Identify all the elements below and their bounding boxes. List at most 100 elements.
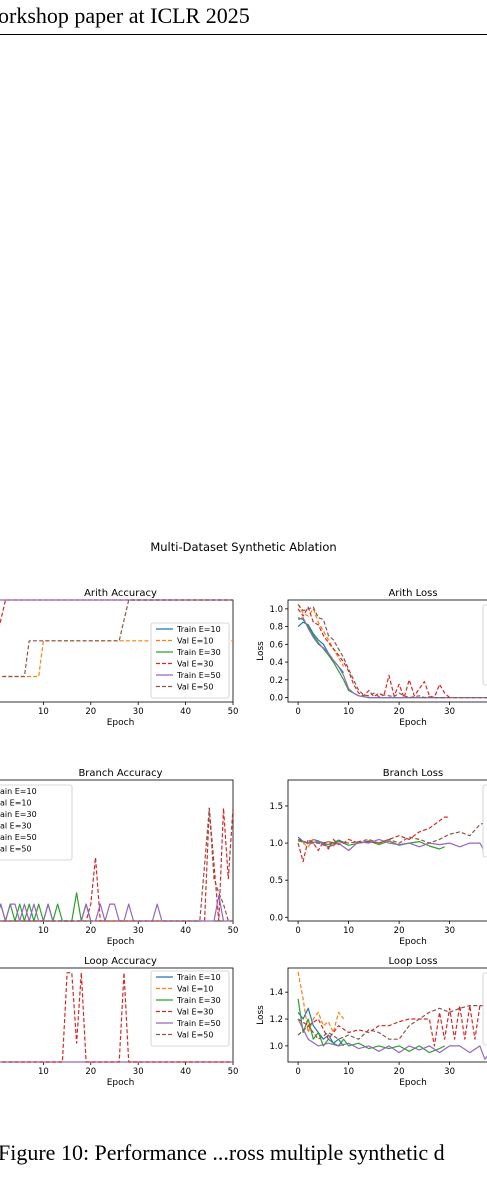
panel-2-legend-label: ain E=50 [0, 833, 37, 842]
figure-suptitle: Multi-Dataset Synthetic Ablation [150, 540, 337, 554]
panel-4-xtick-label: 50 [228, 1067, 239, 1077]
panel-4-legend-label: Val E=30 [177, 1008, 213, 1017]
panel-5-title: Loop Loss [388, 956, 437, 967]
panel-4-legend-box [150, 970, 230, 1047]
panel-5-frame [287, 967, 487, 1063]
panel-0-xlabel: Epoch [107, 718, 135, 728]
panel-2-legend-box [0, 784, 73, 861]
panel-3-ytick-label: 1.5 [269, 802, 283, 812]
panel-1-frame [287, 599, 487, 703]
panel-0-legend-label: Train E=50 [176, 671, 221, 680]
panel-3-xtick-label: 10 [343, 926, 354, 936]
panel-1-xtick-label: 0 [295, 707, 300, 717]
panel-2-legend-label: al E=50 [0, 845, 32, 854]
panel-2-xtick-label: 30 [133, 926, 144, 936]
panel-4-xtick-label: 10 [38, 1067, 49, 1077]
panel-2-title: Branch Accuracy [78, 768, 162, 779]
panel-4-xtick-label: 40 [180, 1067, 191, 1077]
panel-5-legend-box-clipped [482, 972, 487, 1046]
panel-5-xtick-label: 0 [295, 1067, 300, 1077]
panel-5-ytick-label: 1.4 [269, 988, 283, 998]
panel-2-series-val50 [0, 807, 233, 922]
panel-1-series-val10 [297, 604, 345, 667]
panel-3-xtick-label: 30 [444, 926, 455, 936]
panel-3-series-val50 [297, 821, 487, 848]
panel-1-xtick-label: 20 [394, 707, 405, 717]
panel-1-series-val30 [297, 606, 451, 699]
panel-0-legend-label: Val E=50 [177, 683, 213, 692]
panel-0-xtick-label: 30 [133, 707, 144, 717]
panel-5-series-train30 [297, 998, 445, 1054]
panel-2-legend-label: ain E=10 [0, 787, 37, 796]
panel-1-ytick-label: 0.0 [269, 694, 283, 704]
panel-3-xtick-label: 0 [295, 926, 300, 936]
panel-2-series-train30 [0, 892, 92, 922]
panel-3-title: Branch Loss [383, 768, 443, 779]
panel-4-xlabel: Epoch [107, 1078, 135, 1088]
panel-5-series-train50 [297, 1018, 487, 1060]
panel-3-ytick-label: 1.0 [269, 839, 283, 849]
panel-4-legend-label: Train E=50 [176, 1019, 221, 1028]
panel-4-legend-label: Train E=30 [176, 996, 221, 1005]
panel-0-legend-label: Train E=10 [176, 625, 221, 634]
panel-4-series-val30 [0, 972, 233, 1063]
panel-3-xlabel: Epoch [399, 937, 427, 947]
panel-1-ytick-label: 0.6 [269, 640, 283, 650]
panel-0-xtick-label: 50 [228, 707, 239, 717]
panel-5-ylabel: Loss [256, 1005, 266, 1025]
panel-4-legend-label: Val E=50 [177, 1031, 213, 1040]
panel-5-series-val50 [297, 1004, 487, 1040]
panel-0-series-val50 [0, 599, 233, 678]
panel-5-xtick-label: 20 [394, 1067, 405, 1077]
panel-0-legend-label: Val E=30 [177, 660, 213, 669]
panel-0-xtick-label: 10 [38, 707, 49, 717]
panel-1-series-train50 [297, 617, 487, 699]
panel-1-ytick-label: 1.0 [269, 605, 283, 615]
panel-2-legend-label: al E=30 [0, 822, 32, 831]
panel-5-xlabel: Epoch [399, 1078, 427, 1088]
panel-1-ytick-label: 0.4 [269, 658, 283, 668]
panel-0-legend-label: Train E=30 [176, 648, 221, 657]
panel-5-ytick-label: 1.0 [269, 1042, 283, 1052]
figure-caption: Figure 10: Performance ...ross multiple … [0, 1140, 445, 1165]
panel-3-series-val30 [297, 816, 450, 863]
panel-1-xtick-label: 10 [343, 707, 354, 717]
panel-2-xtick-label: 10 [38, 926, 49, 936]
panel-3-ytick-label: 0.5 [269, 876, 283, 886]
panel-5-xtick-label: 30 [444, 1067, 455, 1077]
panel-1-ytick-label: 0.8 [269, 623, 283, 633]
panel-0-xtick-label: 20 [85, 707, 96, 717]
panel-5-ytick-label: 1.2 [269, 1015, 283, 1025]
panel-5-series-val10 [297, 971, 345, 1034]
panel-0-xtick-label: 40 [180, 707, 191, 717]
header-rule [0, 34, 487, 35]
panel-2-xtick-label: 20 [85, 926, 96, 936]
panel-1-legend-box-clipped [482, 604, 487, 686]
panel-3-frame [287, 779, 487, 922]
panel-1-ytick-label: 0.2 [269, 676, 283, 686]
panel-1-series-val50 [297, 604, 487, 699]
panel-2-series-val30 [0, 807, 233, 922]
panel-1-xtick-label: 30 [444, 707, 455, 717]
panel-4-title: Loop Accuracy [84, 956, 157, 967]
panel-5-series-train10 [297, 1007, 345, 1047]
panel-4-legend-label: Val E=10 [177, 985, 213, 994]
panel-3-ytick-label: 0.0 [269, 913, 283, 923]
panel-0-title: Arith Accuracy [84, 588, 157, 599]
panel-5-series-val30 [297, 1004, 481, 1047]
panel-4-xtick-label: 30 [133, 1067, 144, 1077]
panel-0-legend-label: Val E=10 [177, 637, 213, 646]
panel-3-xtick-label: 20 [394, 926, 405, 936]
panel-1-title: Arith Loss [388, 588, 437, 599]
panel-3-series-val10 [297, 838, 344, 848]
panel-2-xtick-label: 40 [180, 926, 191, 936]
panel-0-legend-box [150, 622, 230, 699]
panel-5-xtick-label: 10 [343, 1067, 354, 1077]
panel-2-xlabel: Epoch [107, 937, 135, 947]
panel-4-xtick-label: 20 [85, 1067, 96, 1077]
panel-2-legend-label: ain E=30 [0, 810, 37, 819]
panel-1-xlabel: Epoch [399, 718, 427, 728]
panel-2-series-train50 [0, 894, 233, 922]
panel-1-ylabel: Loss [256, 641, 266, 661]
